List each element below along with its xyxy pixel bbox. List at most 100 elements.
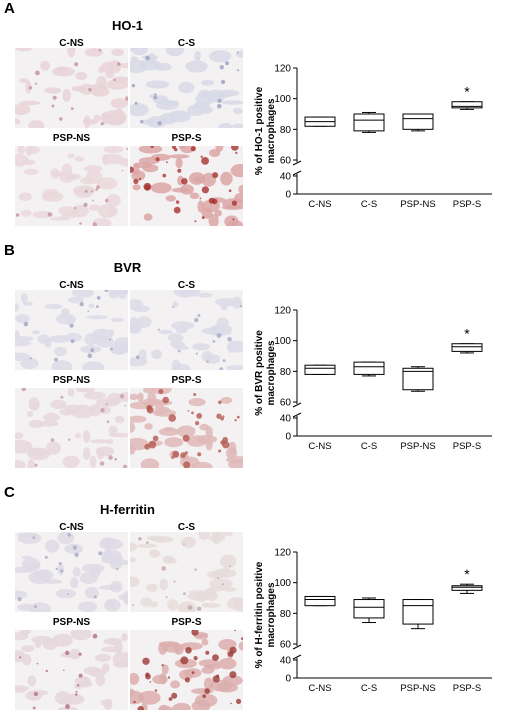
tissue-strand <box>171 187 190 193</box>
stained-cell <box>87 353 93 358</box>
micrograph-label-psp-s: PSP-S <box>171 133 202 144</box>
stained-cell <box>104 290 109 292</box>
tissue-strand <box>138 59 161 71</box>
micrograph-label-c-s: C-S <box>177 522 196 533</box>
stained-cell <box>145 673 151 680</box>
tissue-strand <box>108 433 128 438</box>
box <box>402 599 434 625</box>
tissue-strand <box>203 677 214 691</box>
stained-cell <box>161 664 164 667</box>
tissue-strand <box>179 642 203 650</box>
stained-cell <box>235 151 238 154</box>
tissue-strand <box>59 408 75 416</box>
tissue-strand <box>93 114 101 122</box>
tissue-strand <box>232 123 243 128</box>
tissue-strand <box>83 391 106 400</box>
stained-cell <box>29 357 32 360</box>
stained-cell <box>67 593 69 595</box>
stained-cell <box>229 565 231 567</box>
stained-cell <box>187 605 193 610</box>
tissue-strand <box>167 599 179 611</box>
tissue-strand <box>21 159 36 166</box>
tissue-strand <box>112 652 128 666</box>
micrograph-psp-s <box>130 388 243 468</box>
stained-cell <box>78 652 82 656</box>
micrograph-texture <box>130 630 243 710</box>
stained-cell <box>96 185 100 189</box>
tissue-strand <box>66 173 81 180</box>
stained-cell <box>174 147 178 152</box>
micrograph-label-psp-ns: PSP-NS <box>52 617 91 628</box>
tissue-strand <box>158 329 173 335</box>
stained-cell <box>217 103 222 109</box>
tissue-strand <box>172 301 179 308</box>
stained-cell <box>150 146 154 149</box>
tissue-strand <box>75 388 89 393</box>
tissue-strand <box>39 420 59 427</box>
y-tick-label: 120 <box>274 64 291 75</box>
tissue-strand <box>82 361 105 370</box>
significance-mark: * <box>464 326 470 342</box>
stained-cell <box>205 650 210 655</box>
stained-cell <box>72 545 77 550</box>
tissue-strand <box>105 194 121 207</box>
tissue-strand <box>198 532 211 540</box>
stained-cell <box>161 566 166 571</box>
y-tick-label: 40 <box>280 414 292 425</box>
stained-cell <box>241 637 243 640</box>
tissue-strand <box>171 321 195 330</box>
stained-cell <box>218 449 222 453</box>
tissue-strand <box>74 432 82 439</box>
tissue-strand <box>130 690 144 705</box>
stained-cell <box>59 117 63 121</box>
tissue-strand <box>79 572 98 584</box>
stained-cell <box>219 367 224 370</box>
tissue-strand <box>130 393 139 400</box>
tissue-strand <box>41 191 64 202</box>
stained-cell <box>172 306 175 308</box>
tissue-strand <box>172 702 191 710</box>
stained-cell <box>191 630 199 636</box>
tissue-strand <box>161 119 168 125</box>
x-tick-label: C-S <box>361 199 377 210</box>
tissue-strand <box>74 676 91 686</box>
stained-cell <box>65 704 70 709</box>
tissue-strand <box>130 299 144 311</box>
tissue-strand <box>67 296 85 304</box>
stained-cell <box>134 101 138 105</box>
tissue-strand <box>175 157 183 169</box>
stained-cell <box>69 323 74 328</box>
stained-cell <box>100 408 105 413</box>
stained-cell <box>220 440 225 445</box>
stained-cell <box>177 168 182 173</box>
tissue-strand <box>198 292 213 298</box>
micrograph-psp-s <box>130 146 243 226</box>
stained-cell <box>218 400 222 405</box>
stained-cell <box>168 697 173 701</box>
stained-cell <box>109 338 112 341</box>
tissue-strand <box>111 76 128 83</box>
tissue-strand <box>226 220 243 226</box>
micrograph-label-c-s: C-S <box>177 38 196 49</box>
x-tick-label: PSP-NS <box>400 441 435 452</box>
tissue-strand <box>50 399 67 410</box>
micrograph-psp-ns <box>15 146 128 226</box>
panel-c: C H-ferritin C-NS C-S PSP-NS PSP-S 0 40 60… <box>0 484 505 724</box>
tissue-strand <box>15 439 33 454</box>
stained-cell <box>154 689 158 692</box>
tissue-strand <box>15 314 30 324</box>
stained-cell <box>76 684 80 687</box>
tissue-strand <box>105 71 114 79</box>
tissue-strand <box>209 50 232 63</box>
stained-cell <box>172 450 180 458</box>
tissue-strand <box>225 365 243 370</box>
tissue-strand <box>29 602 51 612</box>
tissue-strand <box>218 122 233 128</box>
stained-cell <box>180 656 189 665</box>
y-tick-label: 120 <box>274 306 291 317</box>
tissue-strand <box>137 543 157 549</box>
tissue-strand <box>238 641 243 651</box>
tissue-strand <box>15 340 32 347</box>
stained-cell <box>183 543 185 545</box>
tissue-strand <box>121 633 128 642</box>
